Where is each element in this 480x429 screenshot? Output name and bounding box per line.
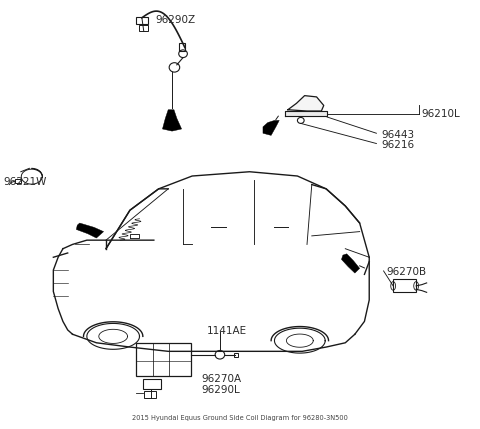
Polygon shape: [288, 96, 324, 111]
Text: 96270A: 96270A: [202, 374, 242, 384]
Bar: [144, 379, 160, 389]
Polygon shape: [263, 121, 279, 136]
Bar: [15, 179, 21, 183]
Polygon shape: [341, 254, 360, 273]
Bar: [140, 25, 148, 31]
Text: 96290Z: 96290Z: [156, 15, 195, 25]
Bar: [393, 280, 416, 292]
Text: 96270B: 96270B: [386, 267, 426, 277]
Text: 96216: 96216: [381, 140, 414, 150]
Polygon shape: [162, 110, 181, 131]
Bar: [179, 42, 185, 51]
Text: 2015 Hyundai Equus Ground Side Coil Diagram for 96280-3N500: 2015 Hyundai Equus Ground Side Coil Diag…: [132, 414, 348, 420]
Polygon shape: [286, 112, 327, 116]
Text: 96290L: 96290L: [202, 385, 240, 395]
Text: 96443: 96443: [381, 130, 414, 139]
Bar: [234, 353, 238, 357]
Bar: [136, 17, 148, 24]
Text: 1141AE: 1141AE: [206, 326, 247, 336]
Polygon shape: [76, 223, 104, 238]
Text: 96221W: 96221W: [3, 178, 47, 187]
Bar: [144, 391, 156, 399]
Bar: [136, 343, 191, 376]
Text: 96210L: 96210L: [422, 109, 461, 119]
